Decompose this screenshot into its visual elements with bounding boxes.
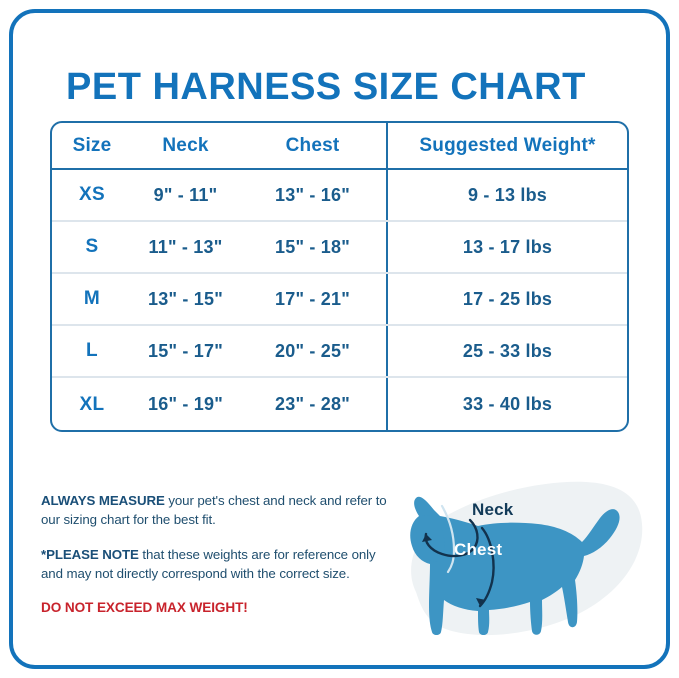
cell-size: L <box>52 326 132 376</box>
cell-weight: 9 - 13 lbs <box>386 170 627 220</box>
header-label-suggested-weight: Suggested Weight* <box>419 134 596 156</box>
value-neck: 16" - 19" <box>148 394 223 414</box>
value-weight: 25 - 33 lbs <box>462 340 553 361</box>
header-cell-neck: Neck <box>132 123 239 168</box>
cell-chest: 15" - 18" <box>239 222 386 272</box>
cell-size: S <box>52 222 132 272</box>
page-title: PET HARNESS SIZE CHART <box>66 66 586 108</box>
header-label-size: Size <box>72 134 112 156</box>
value-weight: 9 - 13 lbs <box>467 184 548 205</box>
neck-measure-loop <box>424 518 479 558</box>
dog-illustration-svg <box>410 481 643 636</box>
header-cell-chest: Chest <box>239 123 386 168</box>
header-cell-suggested-weight: Suggested Weight* <box>386 123 627 168</box>
value-neck: 11" - 13" <box>148 236 223 257</box>
page-border-frame <box>9 9 670 669</box>
cell-neck: 11" - 13" <box>132 222 239 272</box>
dog-contour-highlight <box>440 504 456 574</box>
header-label-neck: Neck <box>162 134 209 156</box>
cell-chest: 23" - 28" <box>239 378 386 430</box>
value-chest: 20" - 25" <box>275 340 350 361</box>
cell-weight: 17 - 25 lbs <box>386 274 627 324</box>
dog-measurement-figure: Neck Chest <box>396 472 648 644</box>
cell-neck: 9" - 11" <box>132 170 239 220</box>
value-weight: 17 - 25 lbs <box>462 288 553 309</box>
value-chest: 15" - 18" <box>275 236 350 257</box>
size-chart-table: Size Neck Chest Suggested Weight* XS 9" … <box>50 121 629 432</box>
header-cell-size: Size <box>52 123 132 168</box>
cell-neck: 16" - 19" <box>132 378 239 430</box>
dog-silhouette-shape <box>410 496 620 635</box>
note-please-note: *PLEASE NOTE that these weights are for … <box>41 546 389 583</box>
value-chest: 17" - 21" <box>275 288 350 309</box>
header-label-chest: Chest <box>285 134 340 156</box>
value-neck: 13" - 15" <box>148 288 223 309</box>
figure-label-neck: Neck <box>472 500 514 519</box>
cell-neck: 15" - 17" <box>132 326 239 376</box>
value-chest: 13" - 16" <box>275 184 350 205</box>
notes-block: ALWAYS MEASURE your pet's chest and neck… <box>41 492 389 615</box>
cell-chest: 13" - 16" <box>239 170 386 220</box>
neck-measure-arrow-icon <box>422 534 432 542</box>
cell-chest: 17" - 21" <box>239 274 386 324</box>
value-neck: 9" - 11" <box>153 184 218 205</box>
value-size: XS <box>79 184 105 205</box>
table-row: L 15" - 17" 20" - 25" 25 - 33 lbs <box>52 326 627 378</box>
cell-size: XS <box>52 170 132 220</box>
figure-label-chest: Chest <box>454 540 503 559</box>
cell-weight: 25 - 33 lbs <box>386 326 627 376</box>
value-size: L <box>86 340 98 361</box>
note-please-note-body: that these weights are for reference onl… <box>41 547 376 581</box>
table-header-row: Size Neck Chest Suggested Weight* <box>52 123 627 170</box>
value-size: M <box>83 288 101 309</box>
cell-chest: 20" - 25" <box>239 326 386 376</box>
note-always-measure-lead: ALWAYS MEASURE <box>41 493 165 508</box>
value-size: S <box>85 236 99 257</box>
note-always-measure-body: your pet's chest and neck and refer to o… <box>41 493 387 527</box>
value-weight: 13 - 17 lbs <box>462 236 553 257</box>
value-size: XL <box>79 393 105 415</box>
value-chest: 23" - 28" <box>275 394 350 414</box>
table-row: XS 9" - 11" 13" - 16" 9 - 13 lbs <box>52 170 627 222</box>
note-always-measure: ALWAYS MEASURE your pet's chest and neck… <box>41 492 389 529</box>
warning-do-not-exceed: DO NOT EXCEED MAX WEIGHT! <box>41 600 248 615</box>
table-row: M 13" - 15" 17" - 21" 17 - 25 lbs <box>52 274 627 326</box>
cell-size: M <box>52 274 132 324</box>
cell-weight: 33 - 40 lbs <box>386 378 627 430</box>
chest-measure-arrow-icon <box>476 598 486 606</box>
table-row: XL 16" - 19" 23" - 28" 33 - 40 lbs <box>52 378 627 430</box>
value-neck: 15" - 17" <box>148 340 223 361</box>
note-please-note-lead: *PLEASE NOTE <box>41 547 139 562</box>
value-weight: 33 - 40 lbs <box>462 394 553 414</box>
table-row: S 11" - 13" 15" - 18" 13 - 17 lbs <box>52 222 627 274</box>
cell-neck: 13" - 15" <box>132 274 239 324</box>
cell-size: XL <box>52 378 132 430</box>
cell-weight: 13 - 17 lbs <box>386 222 627 272</box>
